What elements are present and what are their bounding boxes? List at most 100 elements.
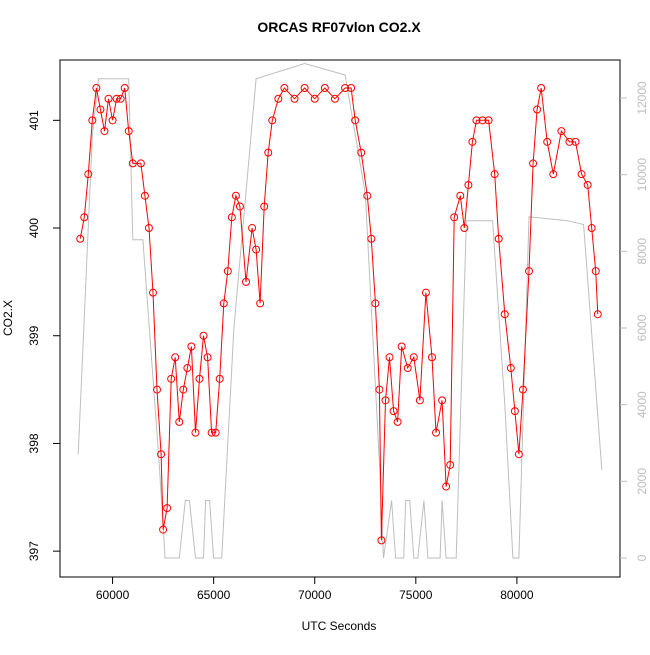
data-point <box>415 396 424 405</box>
data-point <box>389 407 398 416</box>
data-point <box>153 385 162 394</box>
x-tick-label: 75000 <box>399 588 433 602</box>
y-tick-label: 398 <box>27 433 41 453</box>
data-point <box>124 127 133 136</box>
data-point <box>565 137 574 146</box>
data-point <box>116 94 125 103</box>
data-point <box>525 267 534 276</box>
data-point <box>537 84 546 93</box>
data-point <box>510 407 519 416</box>
data-point <box>88 116 97 125</box>
data-point <box>571 137 580 146</box>
data-point <box>549 170 558 179</box>
data-point <box>403 364 412 373</box>
data-point <box>518 385 527 394</box>
data-point <box>421 288 430 297</box>
data-point <box>148 288 157 297</box>
data-point <box>456 191 465 200</box>
plot-box <box>59 59 621 578</box>
data-point <box>159 525 168 534</box>
data-point <box>80 213 89 222</box>
data-point <box>163 504 172 513</box>
data-point <box>171 353 180 362</box>
data-point <box>587 224 596 233</box>
series-line <box>79 87 599 541</box>
data-point <box>385 353 394 362</box>
data-point <box>100 127 109 136</box>
y-tick-label: 401 <box>27 110 41 130</box>
data-point <box>157 450 166 459</box>
data-point <box>96 105 105 114</box>
data-point <box>514 450 523 459</box>
data-point <box>108 116 117 125</box>
data-point <box>300 84 309 93</box>
data-point <box>371 299 380 308</box>
x-tick-label: 70000 <box>298 588 332 602</box>
data-point <box>227 213 236 222</box>
data-point <box>260 202 269 211</box>
data-point <box>264 148 273 157</box>
data-point <box>330 94 339 103</box>
data-point <box>187 342 196 351</box>
data-point <box>183 364 192 373</box>
data-point <box>195 374 204 383</box>
y-tick-label: 399 <box>27 325 41 345</box>
data-point <box>203 353 212 362</box>
data-point <box>215 374 224 383</box>
data-point <box>268 116 277 125</box>
data-point <box>375 385 384 394</box>
data-point <box>175 417 184 426</box>
x-tick-label: 80000 <box>500 588 534 602</box>
chart-title: ORCAS RF07vlon CO2.X <box>257 19 421 35</box>
y-tick-label: 400 <box>27 218 41 238</box>
y2-tick-label: 4000 <box>635 391 649 418</box>
data-point <box>577 170 586 179</box>
series-line <box>77 62 603 559</box>
data-point <box>219 299 228 308</box>
y-axis-title: CO2.X <box>1 300 15 336</box>
data-point <box>191 428 200 437</box>
data-point <box>468 137 477 146</box>
data-point <box>199 331 208 340</box>
data-point <box>274 94 283 103</box>
data-point <box>506 364 515 373</box>
data-point <box>478 116 487 125</box>
data-point <box>460 224 469 233</box>
data-point <box>357 148 366 157</box>
y2-tick-label: 0 <box>635 554 649 561</box>
data-point <box>320 84 329 93</box>
data-point <box>363 191 372 200</box>
data-point <box>290 94 299 103</box>
data-point <box>593 310 602 319</box>
data-point <box>211 428 220 437</box>
y2-tick-label: 10000 <box>635 158 649 192</box>
data-point <box>179 385 188 394</box>
data-point <box>347 84 356 93</box>
data-point <box>280 84 289 93</box>
data-point <box>500 310 509 319</box>
x-axis-title: UTC Seconds <box>302 619 377 633</box>
data-point <box>136 159 145 168</box>
data-point <box>231 191 240 200</box>
data-point <box>533 105 542 114</box>
y2-tick-label: 8000 <box>635 238 649 265</box>
y-tick-label: 397 <box>27 541 41 561</box>
data-point <box>409 353 418 362</box>
data-point <box>310 94 319 103</box>
data-point <box>256 299 265 308</box>
data-point <box>464 180 473 189</box>
data-point <box>543 137 552 146</box>
data-point <box>472 116 481 125</box>
y2-tick-label: 12000 <box>635 81 649 115</box>
data-point <box>591 267 600 276</box>
data-point <box>557 127 566 136</box>
data-point <box>144 224 153 233</box>
data-point <box>207 428 216 437</box>
data-point <box>92 84 101 93</box>
data-point <box>167 374 176 383</box>
data-point <box>529 159 538 168</box>
data-point <box>252 245 261 254</box>
data-point <box>494 234 503 243</box>
data-point <box>484 116 493 125</box>
